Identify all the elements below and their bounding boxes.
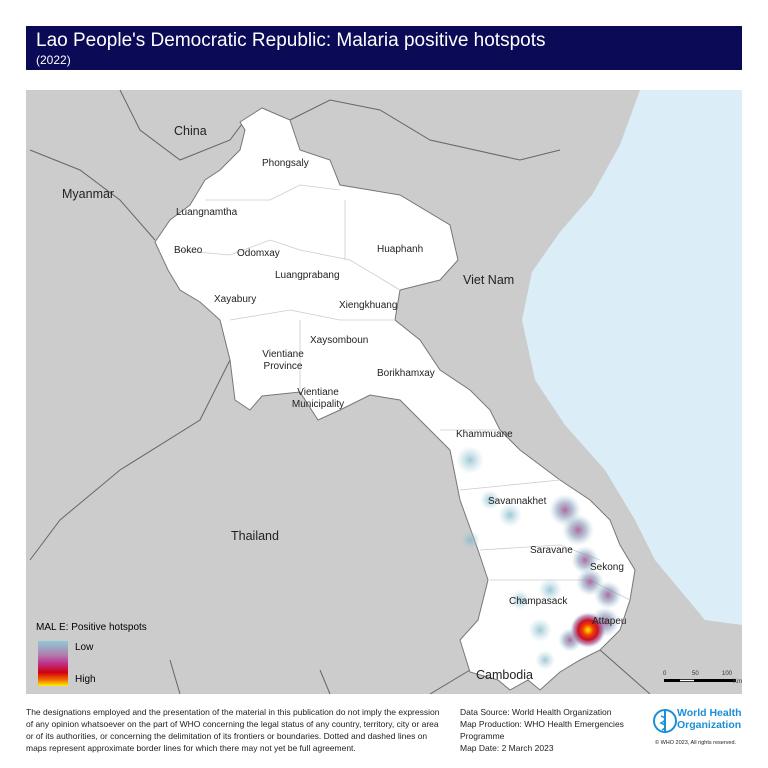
province-label: Saravane — [530, 545, 573, 556]
legend-low-label: Low — [75, 642, 94, 653]
map-title: Lao People's Democratic Republic: Malari… — [36, 30, 546, 51]
scale-tick-100: 100 — [722, 671, 733, 677]
province-label: Luangprabang — [275, 270, 340, 281]
country-label-china: China — [174, 124, 207, 138]
neighbor-borders — [29, 89, 651, 695]
province-label: Odomxay — [237, 248, 280, 259]
province-label: Khammuane — [456, 429, 513, 440]
country-label-cambodia: Cambodia — [476, 668, 533, 682]
data-source: Data Source: World Health Organization — [460, 707, 612, 717]
province-label: Xiengkhuang — [339, 300, 398, 311]
who-logo-text: World Health Organization — [677, 707, 742, 731]
legend-title: MAL E: Positive hotspots — [36, 622, 147, 633]
scale-bar — [664, 679, 736, 682]
legend-color-ramp — [38, 641, 68, 686]
scale-tick-0: 0 — [663, 671, 667, 677]
copyright: © WHO 2023, All rights reserved. — [655, 740, 737, 746]
province-label: Savannakhet — [488, 496, 547, 507]
province-label: Xaysomboun — [310, 335, 369, 346]
country-label-viet-nam: Viet Nam — [463, 273, 515, 287]
scale-unit: Km — [733, 679, 742, 685]
province-label: Xayabury — [214, 294, 257, 305]
country-label-thailand: Thailand — [231, 529, 279, 543]
province-label: Luangnamtha — [176, 207, 238, 218]
laos-outline — [154, 107, 636, 691]
title-banner: Lao People's Democratic Republic: Malari… — [26, 26, 742, 70]
scale-tick-50: 50 — [692, 671, 699, 677]
province-label: Champasack — [509, 596, 568, 607]
province-label: Vientiane Municipality — [291, 387, 345, 410]
disclaimer: The designations employed and the presen… — [26, 707, 440, 753]
province-label: Phongsaly — [262, 158, 309, 169]
province-label: Huaphanh — [377, 244, 424, 255]
province-label: Sekong — [590, 562, 624, 573]
province-label: Attapeu — [592, 616, 627, 627]
legend-high-label: High — [75, 674, 96, 685]
who-logo: World Health Organization — [652, 706, 742, 736]
who-emblem-icon — [653, 709, 677, 733]
map-date: Map Date: 2 March 2023 — [460, 743, 554, 753]
country-label-myanmar: Myanmar — [62, 187, 115, 201]
sea — [522, 90, 742, 625]
province-label: Bokeo — [174, 245, 203, 256]
map-canvas[interactable] — [26, 89, 742, 695]
map-svg — [26, 89, 742, 695]
hotspots — [456, 446, 622, 670]
map-subtitle: (2022) — [36, 53, 71, 67]
province-label: Vientiane Province — [262, 349, 304, 372]
province-label: Borikhamxay — [377, 368, 435, 379]
map-production: Map Production: WHO Health Emergencies P… — [460, 719, 624, 741]
